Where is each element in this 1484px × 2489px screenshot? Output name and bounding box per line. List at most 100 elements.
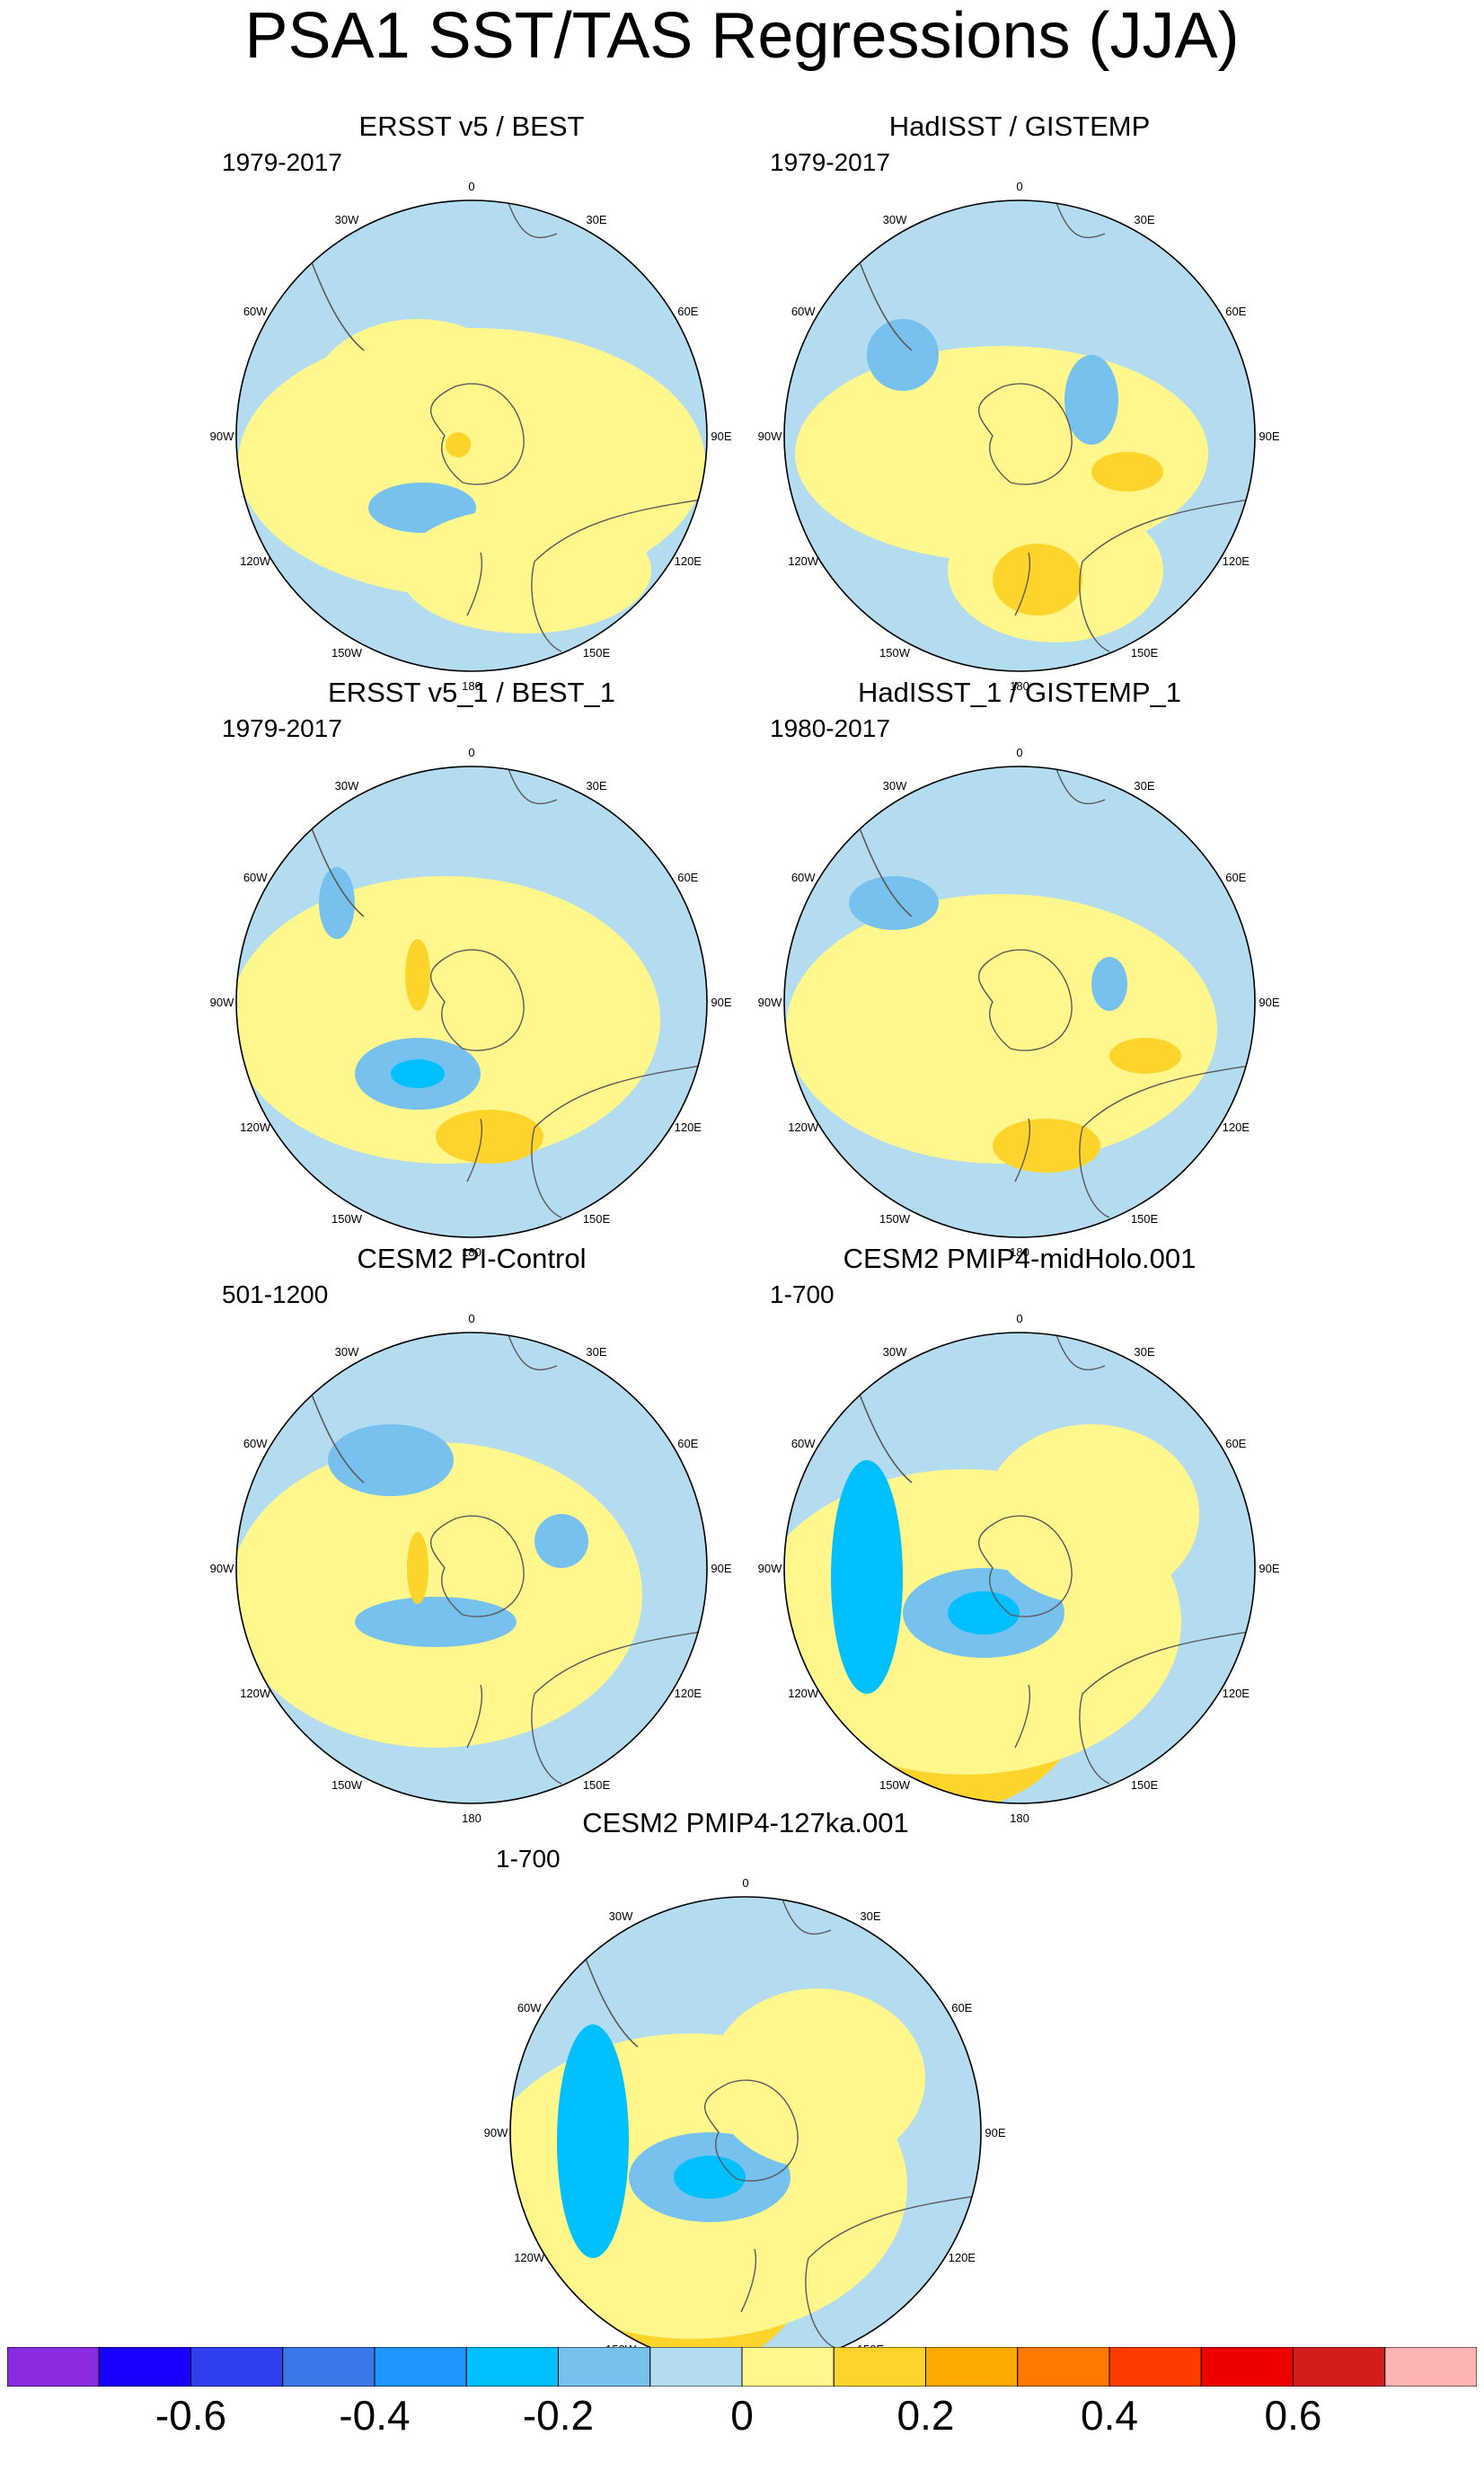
anomaly-region xyxy=(786,894,1217,1164)
africa-outline xyxy=(507,1333,558,1371)
colorbar-box xyxy=(925,2347,1019,2387)
longitude-label: 60W xyxy=(791,305,816,318)
longitude-label: 90W xyxy=(210,996,234,1009)
colorbar-box xyxy=(1293,2347,1386,2387)
australia-outline xyxy=(531,498,707,652)
longitude-label: 150W xyxy=(331,1778,363,1792)
longitude-label: 60W xyxy=(791,871,816,884)
colorbar-box xyxy=(558,2347,651,2387)
period-label: 1979-2017 xyxy=(770,148,890,176)
australia-outline xyxy=(1079,1064,1255,1218)
map-border xyxy=(235,1332,708,1804)
colorbar-box xyxy=(649,2347,743,2387)
antarctica-outline xyxy=(703,2079,799,2182)
anomaly-region xyxy=(436,1110,543,1164)
colorbar-tick-label: 0.4 xyxy=(1081,2392,1138,2439)
panel-title: CESM2 PMIP4-127ka.001 xyxy=(582,1807,909,1838)
anomaly-region xyxy=(328,1424,454,1496)
anomaly-region xyxy=(319,867,355,939)
longitude-label: 90E xyxy=(1259,430,1279,443)
longitude-label: 30W xyxy=(335,213,359,226)
new-zealand-outline xyxy=(1014,552,1030,616)
africa-outline xyxy=(1055,200,1106,239)
longitude-label: 60W xyxy=(243,871,268,884)
longitude-label: 30W xyxy=(335,1345,359,1359)
longitude-label: 180 xyxy=(1010,679,1029,693)
colorbar-box xyxy=(465,2347,559,2387)
longitude-label: 150E xyxy=(1131,1778,1159,1792)
map-field xyxy=(236,766,707,1237)
panel-cesm2-midholo: CESM2 PMIP4-midHolo.001 1-700 0 30E 60E 90E… xyxy=(750,1243,1289,1826)
longitude-label: 30W xyxy=(335,779,359,793)
new-zealand-outline xyxy=(466,552,482,616)
colorbar-tick-label: 0 xyxy=(730,2392,754,2439)
anomaly-region xyxy=(407,1532,428,1604)
figure-title: PSA1 SST/TAS Regressions (JJA) xyxy=(244,0,1240,72)
new-zealand-outline xyxy=(1014,1118,1030,1182)
longitude-label: 0 xyxy=(1016,180,1022,193)
anomaly-region xyxy=(391,1059,445,1088)
longitude-label: 30E xyxy=(586,779,606,793)
new-zealand-outline xyxy=(466,1684,482,1749)
longitude-label: 90E xyxy=(711,1562,731,1575)
antarctica-outline xyxy=(429,949,525,1051)
anomaly-region xyxy=(368,483,476,533)
map-field xyxy=(236,1333,707,1803)
panel-cesm2-127ka: CESM2 PMIP4-127ka.001 1-700 0 30E 60E 90E 12… xyxy=(476,1807,1015,2390)
longitude-label: 60W xyxy=(517,2001,542,2015)
longitude-label: 60W xyxy=(243,305,268,318)
longitude-label: 120W xyxy=(240,1120,271,1134)
longitude-label: 30E xyxy=(1134,779,1154,793)
colorbar-tick-label: -0.4 xyxy=(339,2392,411,2439)
colorbar-box xyxy=(7,2347,100,2387)
longitude-label: 60E xyxy=(677,871,698,884)
longitude-label: 120E xyxy=(1223,1687,1250,1700)
longitude-label: 120W xyxy=(788,1687,819,1700)
new-zealand-outline xyxy=(466,1118,482,1182)
colorbar-tick-label: -0.2 xyxy=(522,2392,595,2439)
colorbar-tick-label: 0.6 xyxy=(1264,2392,1322,2439)
antarctica-outline xyxy=(977,1515,1073,1617)
anomaly-region xyxy=(446,432,471,457)
longitude-label: 120W xyxy=(240,554,271,568)
anomaly-region xyxy=(1091,957,1127,1011)
anomaly-region xyxy=(674,2156,746,2199)
anomaly-region xyxy=(948,1591,1020,1634)
australia-outline xyxy=(805,2194,981,2349)
map-field xyxy=(784,1333,1255,1803)
australia-outline xyxy=(1079,1630,1255,1785)
panel-title: HadISST_1 / GISTEMP_1 xyxy=(857,677,1182,708)
colorbar-tick-label: 0.2 xyxy=(897,2392,955,2439)
longitude-label: 90W xyxy=(210,430,234,443)
panel-title: CESM2 PMIP4-midHolo.001 xyxy=(843,1243,1197,1274)
longitude-label: 180 xyxy=(1010,1245,1029,1259)
longitude-label: 90W xyxy=(758,996,782,1009)
longitude-label: 180 xyxy=(1010,1811,1029,1825)
anomaly-region xyxy=(355,1597,517,1647)
colorbar-box xyxy=(374,2347,467,2387)
longitude-label: 90E xyxy=(711,996,731,1009)
longitude-label: 120E xyxy=(675,1687,702,1700)
map-border xyxy=(783,1332,1256,1804)
panel-title: ERSST v5 / BEST xyxy=(358,111,585,142)
longitude-label: 90W xyxy=(758,1562,782,1575)
period-label: 1980-2017 xyxy=(770,714,890,742)
colorbar-box xyxy=(1017,2347,1110,2387)
africa-outline xyxy=(507,200,558,239)
anomaly-region xyxy=(993,1119,1100,1173)
anomaly-region xyxy=(310,319,526,481)
longitude-label: 150W xyxy=(331,1212,363,1226)
longitude-label: 30E xyxy=(1134,1345,1154,1359)
colorbar-box xyxy=(1200,2347,1294,2387)
longitude-label: 150W xyxy=(879,646,911,660)
australia-outline xyxy=(531,1630,707,1785)
longitude-label: 0 xyxy=(1016,1312,1022,1325)
longitude-label: 120W xyxy=(240,1687,271,1700)
anomaly-region xyxy=(1064,355,1118,445)
longitude-label: 0 xyxy=(468,746,474,759)
anomaly-region xyxy=(236,876,660,1164)
